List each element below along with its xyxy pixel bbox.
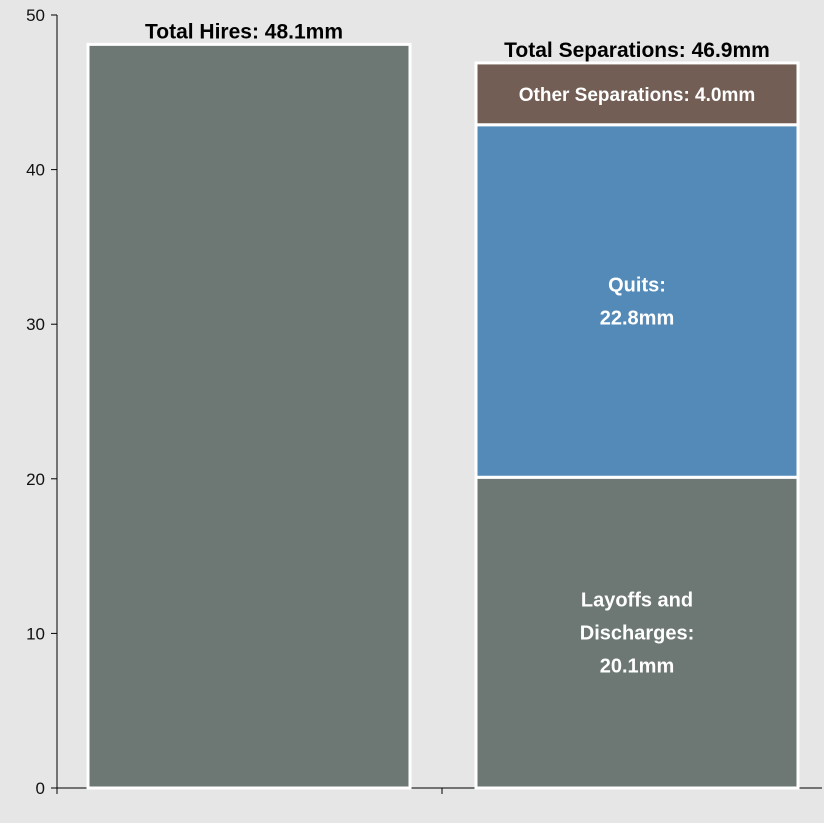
bar-segment-base — [86, 42, 412, 790]
y-tick-label: 10 — [26, 624, 45, 643]
segment-label: Discharges: — [580, 623, 695, 645]
segment-label: 20.1mm — [600, 656, 675, 678]
bar-segment-quits — [474, 123, 800, 479]
segment-label: Quits: — [608, 275, 666, 297]
bar-total-label: Total Hires: 48.1mm — [145, 20, 343, 43]
bar-total-label: Total Separations: 46.9mm — [504, 39, 770, 62]
segment-label: Other Separations: 4.0mm — [519, 85, 756, 106]
segment-label: Layoffs and — [581, 590, 693, 612]
bar-labels: Total Hires: 48.1mm Layoffs and Discharges… — [145, 20, 770, 677]
bar-segment-base — [474, 475, 800, 790]
bar-segment-other — [474, 61, 800, 127]
bars — [86, 42, 800, 790]
segment-label: 22.8mm — [600, 308, 675, 330]
y-tick-label: 40 — [26, 161, 45, 180]
y-tick-label: 30 — [26, 315, 45, 334]
y-tick-label: 0 — [36, 779, 45, 798]
y-tick-label: 50 — [26, 6, 45, 25]
y-tick-label: 20 — [26, 470, 45, 489]
